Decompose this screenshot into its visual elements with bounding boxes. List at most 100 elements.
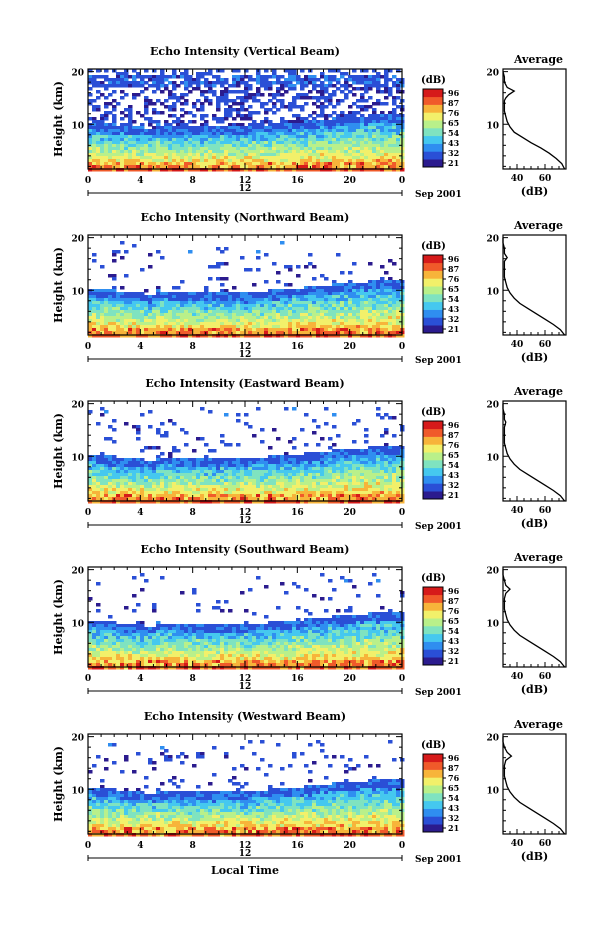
heatmap-cell [176,129,181,133]
heatmap-cell [160,461,165,465]
heatmap-cell [180,135,185,139]
heatmap-cell [120,494,125,498]
heatmap-cell [224,159,229,163]
heatmap-cell [120,325,125,329]
heatmap-cell [368,491,373,495]
heatmap-cell [140,473,145,477]
heatmap-cell [272,491,277,495]
heatmap-cell [288,316,293,320]
heatmap-cell [204,304,209,308]
heatmap-cell [360,87,365,91]
heatmap-cell [172,316,177,320]
heatmap-cell [396,120,401,124]
heatmap-cell [384,491,389,495]
heatmap-cell [188,132,193,136]
heatmap-cell [312,485,317,489]
heatmap-cell [220,147,225,151]
heatmap-cell [336,473,341,477]
heatmap-cell [364,452,369,456]
heatmap-cell [88,307,93,311]
heatmap-cell [236,419,241,423]
heatmap-cell [164,476,169,480]
heatmap-cell [348,304,353,308]
heatmap-cell [272,313,277,317]
heatmap-cell [340,135,345,139]
heatmap-cell [240,132,245,136]
heatmap-cell [260,497,265,501]
heatmap-cell [148,265,153,269]
heatmap-cell [368,283,373,287]
heatmap-cell [336,313,341,317]
heatmap-cell [224,482,229,486]
heatmap-cell [248,126,253,130]
heatmap-cell [124,138,129,142]
heatmap-cell [196,301,201,305]
heatmap-cell [120,307,125,311]
heatmap-cell [164,313,169,317]
colorbar-label: 87 [448,98,459,108]
heatmap-cell [216,147,221,151]
heatmap-cell [144,99,149,103]
heatmap-cell [368,262,373,266]
heatmap-cell [264,464,269,468]
heatmap-cell [240,144,245,148]
heatmap-cell [172,313,177,317]
heatmap-cell [292,407,297,411]
heatmap-cell [340,467,345,471]
heatmap-cell [88,150,93,154]
heatmap-cell [240,108,245,112]
heatmap-cell [304,298,309,302]
heatmap-cell [108,138,113,142]
heatmap-cell [368,81,373,85]
heatmap-cell [152,307,157,311]
heatmap-cell [216,132,221,136]
heatmap-cell [256,325,261,329]
heatmap-cell [172,295,177,299]
heatmap-cell [208,313,213,317]
heatmap-cell [236,304,241,308]
heatmap-cell [372,156,377,160]
heatmap-cell [328,473,333,477]
heatmap-cell [356,105,361,109]
heatmap-cell [232,102,237,106]
heatmap-cell [104,328,109,332]
heatmap-cell [280,479,285,483]
heatmap-cell [280,298,285,302]
heatmap-cell [332,280,337,284]
heatmap-cell [268,108,273,112]
heatmap-cell [192,461,197,465]
heatmap-cell [224,132,229,136]
heatmap-cell [192,491,197,495]
heatmap-cell [384,464,389,468]
heatmap-cell [292,114,297,118]
heatmap-cell [280,461,285,465]
heatmap-cell [136,132,141,136]
heatmap-cell [196,156,201,160]
heatmap-cell [160,111,165,115]
heatmap-cell [352,165,357,169]
heatmap [88,69,405,172]
heatmap-cell [372,482,377,486]
heatmap-cell [196,84,201,88]
heatmap-cell [372,313,377,317]
heatmap-cell [252,93,257,97]
heatmap-cell [144,111,149,115]
heatmap-cell [244,81,249,85]
heatmap-cell [136,331,141,335]
colorbar-label: 96 [448,254,460,264]
heatmap-cell [180,428,185,432]
heatmap-cell [304,325,309,329]
heatmap-cell [272,331,277,335]
heatmap-cell [312,289,317,293]
heatmap-cell [224,301,229,305]
heatmap-cell [212,301,217,305]
x-tick-label: 0 [399,342,405,352]
heatmap-cell [176,144,181,148]
heatmap-cell [176,494,181,498]
heatmap-cell [168,479,173,483]
heatmap-cell [172,488,177,492]
heatmap-cell [112,455,117,459]
heatmap-cell [208,331,213,335]
heatmap-cell [272,295,277,299]
heatmap-cell [108,473,113,477]
